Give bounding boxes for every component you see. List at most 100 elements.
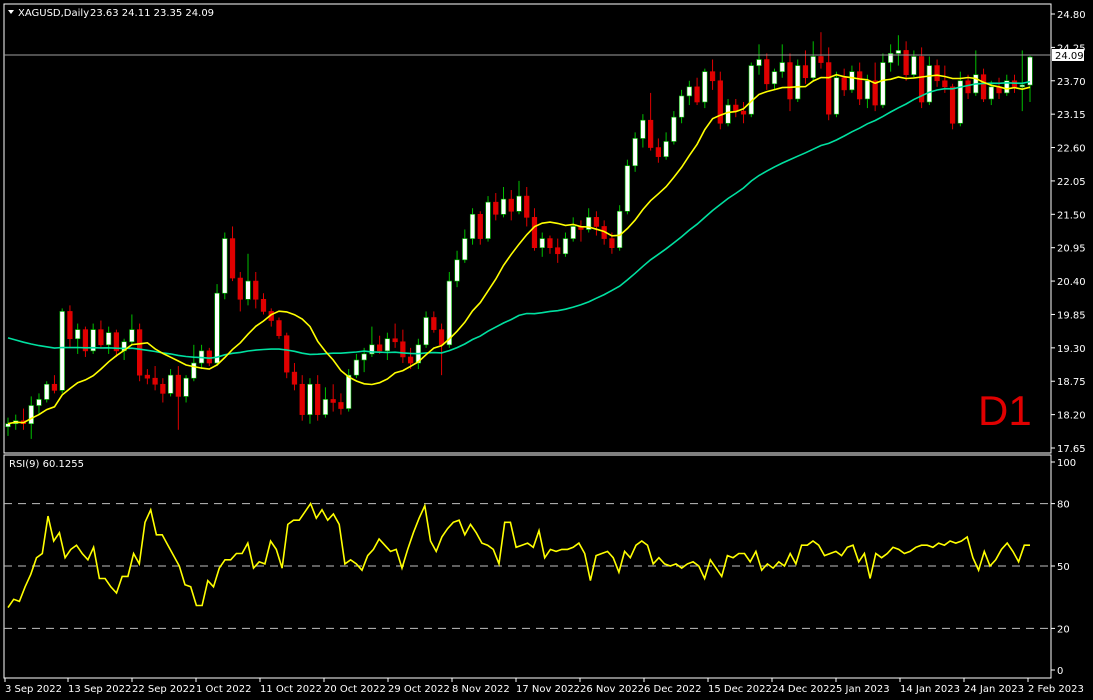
price-tick-label: 23.70 (1057, 77, 1086, 88)
candle-body (446, 280, 452, 346)
time-tick-label: 3 Sep 2022 (5, 684, 62, 695)
candle-body (516, 195, 522, 212)
candle-body (841, 77, 847, 91)
price-tick-label: 19.85 (1057, 310, 1086, 321)
candle-body (524, 195, 530, 218)
price-tick-label: 22.60 (1057, 144, 1086, 155)
rsi-header: RSI(9) 60.1255 (9, 459, 84, 470)
candle-body (454, 259, 460, 282)
candle-body (346, 374, 352, 409)
candle-body (771, 71, 778, 85)
candle-body (849, 71, 855, 91)
candle-body (547, 238, 553, 248)
candle-body (609, 238, 615, 248)
candle-body (206, 350, 212, 364)
candle-body (895, 50, 902, 54)
candle-body (632, 138, 638, 167)
candle-body (888, 53, 894, 63)
time-tick-label: 5 Jan 2023 (836, 684, 890, 695)
candle-body (500, 198, 507, 215)
candle-body (98, 329, 104, 346)
candle-body (593, 217, 600, 227)
time-tick-label: 26 Nov 2022 (580, 684, 644, 695)
candle-body (214, 292, 220, 364)
candle-body (222, 238, 228, 294)
candle-body (469, 214, 476, 239)
candle-body (28, 405, 34, 425)
candle-body (617, 210, 623, 248)
candle-body (655, 147, 661, 157)
time-tick-label: 14 Jan 2023 (900, 684, 960, 695)
candle-body (299, 383, 305, 415)
candle-body (144, 374, 150, 379)
candle-body (562, 238, 569, 255)
time-tick-label: 6 Dec 2022 (644, 684, 702, 695)
candle-body (152, 377, 158, 385)
rsi-tick-label: 0 (1057, 666, 1063, 677)
candle-body (113, 332, 120, 352)
time-tick-label: 13 Sep 2022 (68, 684, 131, 695)
candle-body (260, 298, 267, 312)
timeframe-badge: D1 (978, 387, 1032, 434)
price-tick-label: 17.65 (1057, 444, 1086, 455)
candle-body (160, 383, 166, 394)
time-tick-label: 11 Oct 2022 (260, 684, 322, 695)
candle-body (957, 80, 963, 124)
candle-body (872, 80, 878, 106)
candle-body (748, 65, 754, 115)
price-axis: 24.80 24.25 23.70 23.15 22.60 22.05 21.50 20.95… (1051, 10, 1086, 455)
candle-body (400, 341, 406, 358)
candle-body (795, 65, 801, 100)
candle-body (5, 423, 11, 428)
candle-body (1004, 80, 1010, 94)
candle-body (431, 317, 437, 330)
price-tick-label: 24.25 (1057, 43, 1086, 54)
candle-body (949, 86, 956, 124)
candle-body (880, 62, 886, 106)
candle-body (229, 238, 236, 279)
candle-body (1027, 56, 1033, 86)
candle-body (361, 353, 367, 361)
candle-body (485, 201, 491, 239)
candle-body (756, 59, 762, 66)
time-tick-label: 29 Oct 2022 (388, 684, 450, 695)
candle-body (624, 165, 631, 212)
candle-body (245, 280, 251, 300)
candle-body (330, 399, 336, 403)
time-tick-label: 17 Nov 2022 (516, 684, 580, 695)
candle-body (694, 86, 700, 103)
rsi-axis: 100 80 50 20 0 (1051, 458, 1076, 677)
candle-body (586, 217, 592, 230)
price-tick-label: 21.50 (1057, 210, 1086, 221)
candle-body (857, 71, 863, 100)
candle-body (423, 317, 429, 346)
candle-body (740, 110, 747, 115)
rsi-line (7, 501, 1030, 609)
price-tick-label: 22.05 (1057, 177, 1086, 188)
candle-body (640, 119, 646, 139)
candle-body (477, 214, 483, 239)
candle-body (90, 329, 96, 352)
candle-body (926, 65, 932, 103)
price-tick-label: 24.80 (1057, 10, 1086, 21)
candle-body (570, 226, 576, 239)
candle-body (253, 280, 259, 300)
candle-body (67, 311, 73, 340)
candle-body (717, 80, 723, 124)
dropdown-arrow-icon[interactable] (8, 10, 14, 14)
candle-body (833, 77, 840, 115)
candle-body (44, 383, 50, 400)
candle-body (508, 198, 514, 212)
ohlc-values: 23.63 24.11 23.35 24.09 (90, 8, 214, 19)
candle-body (911, 56, 917, 75)
candle-body (353, 359, 360, 376)
candle-body (75, 329, 81, 340)
candle-body (686, 86, 692, 97)
candle-body (709, 71, 716, 82)
rsi-line-group (7, 501, 1030, 609)
candle-body (175, 374, 181, 397)
candle-body (392, 338, 398, 343)
candle-body (183, 377, 189, 397)
candle-body (779, 62, 785, 72)
